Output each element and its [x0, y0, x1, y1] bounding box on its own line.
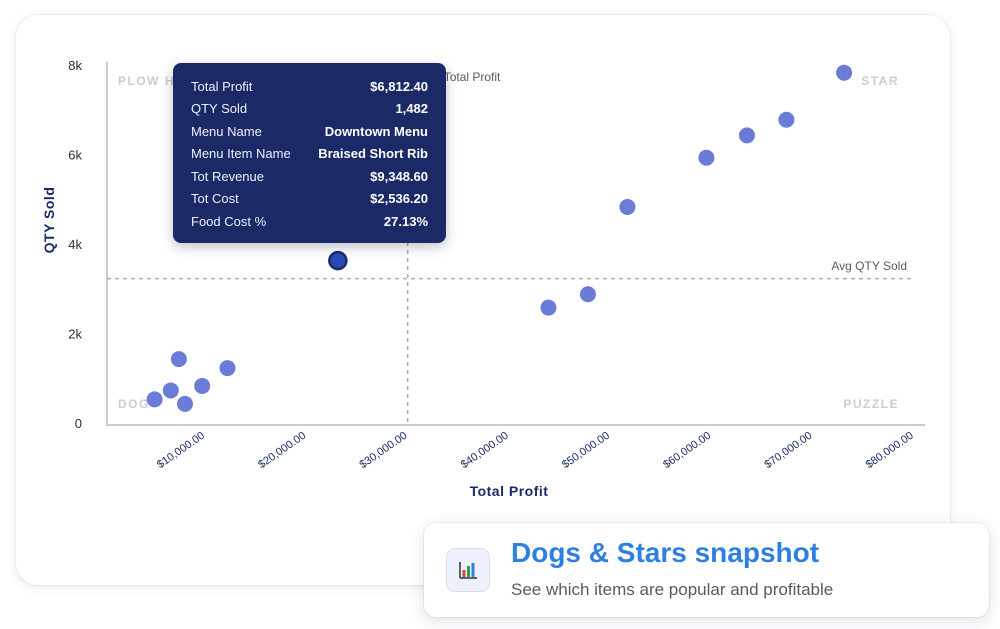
- y-tick-label: 2k: [68, 327, 82, 342]
- x-tick-label: $20,000.00: [256, 430, 308, 471]
- data-point: [194, 377, 211, 394]
- quadrant-label-plowhorse: PLOW H: [118, 74, 175, 88]
- data-point: [170, 351, 187, 368]
- tooltip-key: Menu Item Name: [191, 146, 291, 162]
- x-tick-label: $80,000.00: [864, 430, 916, 471]
- point-tooltip: Total Profit $6,812.40 QTY Sold 1,482 Menu N…: [173, 63, 446, 243]
- y-tick-label: 6k: [68, 148, 82, 163]
- data-point: [619, 198, 636, 215]
- tooltip-key: Menu Name: [191, 123, 262, 139]
- x-tick-label: $60,000.00: [661, 430, 713, 471]
- quadrant-label-puzzle: PUZZLE: [843, 397, 899, 411]
- tooltip-row: Menu Name Downtown Menu: [191, 120, 428, 143]
- x-tick-label: $50,000.00: [560, 430, 612, 471]
- tooltip-key: Total Profit: [191, 78, 253, 94]
- tooltip-key: Tot Cost: [191, 191, 239, 207]
- data-point: [540, 299, 557, 316]
- tooltip-row: Tot Cost $2,536.20: [191, 188, 428, 211]
- quadrant-label-star: STAR: [861, 74, 899, 88]
- bar-chart-icon: [446, 548, 490, 592]
- tooltip-value: Downtown Menu: [324, 123, 428, 139]
- y-tick-label: 0: [75, 416, 82, 431]
- data-point: [579, 286, 596, 303]
- tooltip-row: QTY Sold 1,482: [191, 98, 428, 121]
- chart-card: [16, 15, 950, 585]
- tooltip-value: 27.13%: [383, 213, 428, 229]
- data-point: [778, 111, 795, 128]
- avg-qty-line-label: Avg QTY Sold: [831, 259, 907, 273]
- tooltip-key: Tot Revenue: [191, 168, 264, 184]
- tooltip-row: Food Cost % 27.13%: [191, 210, 428, 233]
- tooltip-value: $2,536.20: [370, 191, 428, 207]
- x-axis-title: Total Profit: [470, 483, 549, 499]
- tooltip-row: Tot Revenue $9,348.60: [191, 165, 428, 188]
- avg-profit-line-label: Total Profit: [444, 70, 501, 84]
- snapshot-title: Dogs & Stars snapshot: [511, 537, 820, 568]
- tooltip-value: $9,348.60: [370, 168, 428, 184]
- data-point: [738, 127, 755, 144]
- data-point: [219, 360, 236, 377]
- snapshot-banner: Dogs & Stars snapshot See which items ar…: [424, 523, 989, 617]
- y-tick-label: 8k: [68, 58, 82, 73]
- tooltip-row: Menu Item Name Braised Short Rib: [191, 143, 428, 166]
- x-tick-label: $40,000.00: [459, 430, 511, 471]
- data-point: [176, 395, 193, 412]
- tooltip-row: Total Profit $6,812.40: [191, 75, 428, 98]
- data-point: [698, 149, 715, 166]
- data-point: [146, 391, 163, 408]
- data-point: [836, 64, 853, 81]
- data-point-highlighted: [328, 250, 348, 271]
- x-tick-label: $70,000.00: [762, 430, 814, 471]
- y-tick-label: 4k: [68, 237, 82, 252]
- tooltip-value: 1,482: [395, 101, 428, 117]
- tooltip-value: Braised Short Rib: [318, 146, 428, 162]
- quadrant-label-dog: DOG: [118, 397, 150, 411]
- y-axis-title: QTY Sold: [41, 187, 57, 254]
- data-point: [162, 382, 179, 399]
- tooltip-key: QTY Sold: [191, 101, 248, 117]
- snapshot-subtitle: See which items are popular and profitab…: [511, 580, 834, 599]
- x-tick-label: $10,000.00: [155, 430, 207, 471]
- x-tick-label: $30,000.00: [357, 430, 409, 471]
- tooltip-key: Food Cost %: [191, 213, 267, 229]
- tooltip-value: $6,812.40: [370, 78, 428, 94]
